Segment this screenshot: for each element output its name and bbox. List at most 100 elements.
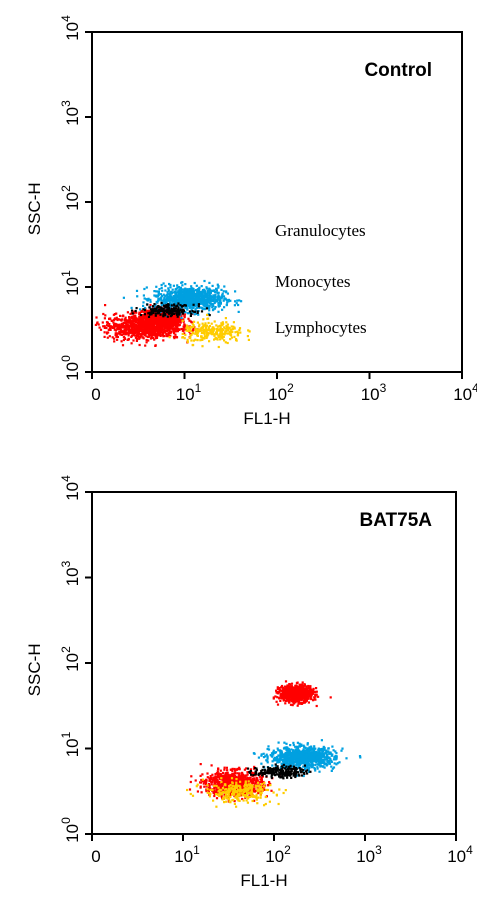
- event-dot: [300, 744, 303, 747]
- event-dot: [220, 333, 224, 336]
- event-dot: [153, 303, 156, 306]
- event-dot: [330, 760, 333, 763]
- event-dot: [217, 328, 220, 331]
- event-dot: [194, 312, 197, 315]
- event-dot: [314, 769, 317, 772]
- event-dot: [206, 313, 209, 316]
- event-dot: [191, 310, 194, 313]
- event-dot: [155, 290, 158, 293]
- event-dot: [217, 294, 220, 297]
- event-dot: [306, 754, 309, 757]
- event-dot: [295, 745, 299, 748]
- event-dot: [166, 308, 169, 311]
- event-dot: [167, 307, 171, 310]
- event-dot: [219, 297, 222, 300]
- event-dot: [183, 323, 186, 326]
- event-dot: [196, 302, 199, 305]
- event-dot: [304, 746, 307, 749]
- event-dot: [210, 297, 213, 300]
- event-dot: [285, 685, 289, 689]
- event-dot: [277, 754, 280, 757]
- event-dot: [326, 756, 329, 759]
- event-dot: [283, 695, 287, 698]
- event-dot: [163, 305, 166, 308]
- event-dot: [220, 329, 223, 332]
- event-dot: [228, 327, 231, 330]
- event-dot: [202, 318, 205, 321]
- event-dot: [237, 303, 240, 307]
- event-dot: [221, 294, 224, 297]
- event-dot: [143, 308, 146, 312]
- event-dot: [330, 769, 333, 772]
- event-dot: [174, 330, 177, 333]
- event-dot: [310, 748, 313, 751]
- event-dot: [308, 747, 311, 750]
- event-dot: [143, 297, 146, 300]
- event-dot: [136, 295, 139, 298]
- event-dot: [295, 752, 298, 755]
- event-dot: [312, 754, 315, 757]
- event-dot: [308, 759, 311, 762]
- event-dot: [225, 329, 228, 332]
- event-dot: [288, 749, 291, 752]
- event-dot: [157, 304, 160, 308]
- event-dot: [156, 312, 159, 315]
- event-dot: [174, 299, 177, 302]
- event-dot: [163, 322, 166, 325]
- event-dot: [203, 298, 206, 301]
- event-dot: [328, 759, 331, 763]
- event-dot: [162, 331, 165, 334]
- event-dot: [136, 326, 139, 330]
- event-dot: [181, 284, 184, 287]
- event-dot: [199, 292, 202, 295]
- event-dot: [297, 693, 300, 696]
- event-dot: [135, 331, 138, 334]
- event-dot: [230, 330, 234, 333]
- event-dot: [208, 314, 211, 317]
- event-dot: [156, 333, 159, 336]
- event-dot: [237, 310, 240, 313]
- event-dot: [288, 687, 291, 690]
- event-dot: [135, 339, 138, 342]
- event-dot: [194, 289, 198, 292]
- event-dot: [184, 291, 187, 294]
- event-dot: [205, 298, 208, 302]
- event-dot: [306, 751, 309, 754]
- event-dot: [196, 295, 199, 298]
- event-dot: [200, 296, 203, 300]
- event-dot: [299, 690, 302, 693]
- event-dot: [303, 766, 306, 769]
- event-dot: [312, 759, 315, 762]
- event-dot: [135, 289, 139, 292]
- event-dot: [216, 291, 219, 294]
- event-dot: [194, 302, 197, 305]
- event-dot: [345, 757, 348, 760]
- event-dot: [171, 308, 175, 311]
- event-dot: [212, 308, 215, 311]
- event-dot: [160, 297, 163, 300]
- event-dot: [179, 321, 182, 324]
- event-dot: [211, 333, 214, 336]
- event-dot: [305, 758, 308, 761]
- event-dot: [174, 302, 178, 305]
- event-dot: [226, 301, 229, 304]
- event-dot: [298, 691, 301, 695]
- event-dot: [162, 299, 165, 302]
- event-dot: [203, 329, 206, 332]
- event-dot: [238, 328, 241, 332]
- event-dot: [298, 752, 302, 755]
- event-dot: [190, 339, 193, 342]
- event-dot: [143, 306, 147, 310]
- event-dot: [176, 321, 179, 324]
- event-dot: [312, 749, 315, 753]
- event-dot: [184, 298, 187, 301]
- event-dot: [195, 295, 198, 298]
- event-dot: [301, 689, 304, 692]
- event-dot: [188, 289, 191, 292]
- event-dot: [203, 301, 206, 304]
- event-dot: [331, 745, 334, 748]
- event-dot: [189, 325, 192, 328]
- event-dot: [142, 321, 145, 324]
- event-dot: [220, 288, 223, 291]
- event-dot: [272, 751, 275, 754]
